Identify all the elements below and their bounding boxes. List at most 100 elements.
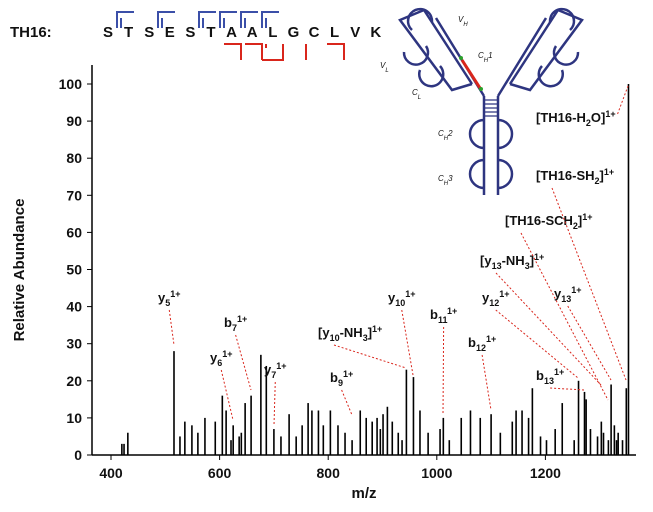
residue: A [226, 24, 237, 41]
antibody-label: CH2 [438, 129, 453, 142]
annotation-pointer [333, 344, 407, 369]
antibody-diagram [398, 7, 584, 195]
y-tick-label: 70 [66, 187, 82, 203]
annotation-part: 2 [586, 118, 591, 128]
x-tick-label: 1200 [530, 465, 561, 481]
antibody-label-part: C [438, 174, 444, 183]
annotation-part: 5 [165, 298, 170, 308]
annotation-pointer [442, 326, 445, 416]
annotation-pointer [273, 381, 276, 426]
annotation: [TH16-SCH2]1+ [505, 212, 593, 231]
annotation-part: 1+ [582, 212, 592, 222]
antibody-label-part: V [458, 15, 464, 24]
annotation-part: 1+ [276, 361, 286, 371]
annotation: y71+ [264, 361, 287, 380]
annotation: [y13-NH3]1+ [480, 252, 544, 271]
annotation-part: 9 [338, 378, 343, 388]
annotation: y51+ [158, 289, 181, 308]
annotation: b111+ [430, 306, 457, 325]
y-tick-label: 80 [66, 150, 82, 166]
y-tick-label: 60 [66, 224, 82, 240]
y-tick-label: 40 [66, 299, 82, 315]
annotation-part: 1+ [604, 167, 614, 177]
annotation-part: 7 [232, 323, 237, 333]
annotation-part: 3 [363, 333, 368, 343]
annotation-part: y [264, 362, 272, 377]
annotation-pointer [341, 389, 353, 416]
annotation-pointer [495, 272, 602, 386]
x-tick-label: 600 [208, 465, 232, 481]
residue: G [288, 24, 300, 41]
annotation-pointer [617, 85, 629, 115]
annotation-part: 6 [217, 358, 222, 368]
residue: V [350, 24, 360, 41]
annotation-part: b [536, 368, 544, 383]
antibody-label: VH [458, 15, 468, 28]
annotation-pointer [550, 387, 585, 391]
annotation: y121+ [482, 289, 510, 308]
annotation-part: [TH16-SH [536, 168, 595, 183]
annotation-part: 10 [395, 298, 405, 308]
annotation: b91+ [330, 369, 353, 388]
annotation-pointer [168, 309, 175, 346]
annotation-part: [TH16-H [536, 110, 586, 125]
annotation-part: b [430, 307, 438, 322]
residue: E [165, 24, 175, 41]
antibody-label-part: H [444, 181, 449, 187]
annotation-part: 2 [573, 221, 578, 231]
annotation-part: 7 [271, 370, 276, 380]
x-tick-label: 800 [317, 465, 341, 481]
antibody-label-part: 3 [448, 174, 453, 183]
y-tick-label: 100 [59, 76, 83, 92]
antibody-label-part: H [484, 58, 489, 64]
annotation-part: 1+ [222, 349, 232, 359]
antibody-label: CH3 [438, 174, 453, 187]
annotation: y61+ [210, 349, 233, 368]
x-tick-label: 1000 [421, 465, 452, 481]
annotation: b121+ [468, 334, 496, 353]
antibody-label-part: C [438, 129, 444, 138]
residue: L [268, 24, 277, 41]
y-axis-label: Relative Abundance [11, 199, 28, 342]
annotation-part: 1+ [447, 306, 457, 316]
annotation-part: ] [600, 168, 604, 183]
y-tick-label: 20 [66, 373, 82, 389]
residue: S [185, 24, 195, 41]
annotation-part: 11 [438, 315, 448, 325]
annotation-pointer [235, 334, 252, 391]
annotation-part: O] [591, 110, 605, 125]
annotation-part: 13 [544, 376, 554, 386]
annotation-part: 13 [492, 261, 502, 271]
residue: K [370, 24, 381, 41]
sequence-label: TH16: [10, 24, 52, 41]
y-tick-label: 50 [66, 262, 82, 278]
antibody-label-part: V [380, 61, 386, 70]
annotation-part: 1+ [405, 289, 415, 299]
antibody-label-part: L [418, 95, 421, 101]
annotation-part: b [468, 335, 476, 350]
annotation-part: [y [480, 253, 492, 268]
annotation-part: y [210, 350, 218, 365]
annotation: y101+ [388, 289, 416, 308]
antibody-label-part: 2 [447, 129, 453, 138]
annotation-pointer [401, 309, 414, 376]
annotation-pointer [520, 232, 609, 401]
annotation-part: 1+ [554, 367, 564, 377]
annotation-part: 1+ [372, 324, 382, 334]
annotation-part: 1+ [571, 285, 581, 295]
x-axis-label: m/z [351, 485, 376, 502]
annotation-part: [TH16-SCH [505, 213, 573, 228]
annotation-part: ] [578, 213, 582, 228]
annotation-part: 1+ [237, 314, 247, 324]
annotation-part: -NH [502, 253, 525, 268]
annotation-part: 2 [595, 176, 600, 186]
antibody-label: VL [380, 61, 389, 74]
x-tick-label: 400 [99, 465, 123, 481]
annotation-part: 12 [489, 298, 499, 308]
annotation-part: [y [318, 325, 330, 340]
annotation-part: 1+ [605, 109, 615, 119]
antibody-label-part: C [412, 88, 418, 97]
annotation: b71+ [224, 314, 247, 333]
annotation-part: ] [530, 253, 534, 268]
